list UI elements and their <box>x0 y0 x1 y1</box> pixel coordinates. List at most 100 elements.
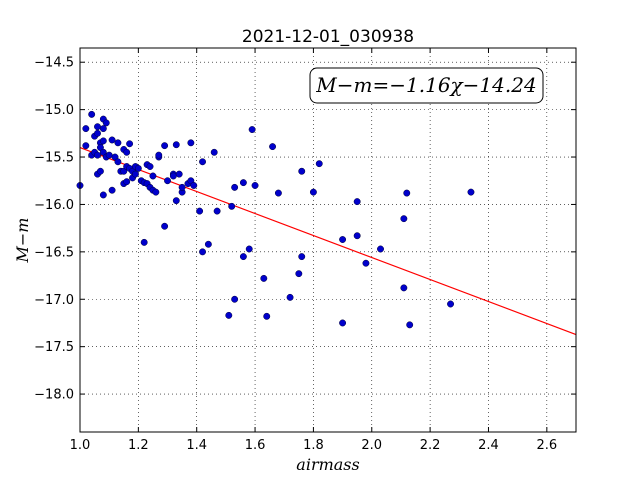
fit-equation-text: M−m=−1.16χ−14.24 <box>315 73 536 97</box>
data-point <box>152 188 160 196</box>
x-tick-label: 1.2 <box>128 438 149 453</box>
data-point <box>400 284 408 292</box>
y-tick-label: −16.5 <box>34 245 74 260</box>
y-tick-label: −15.0 <box>34 103 74 118</box>
data-point <box>447 300 454 308</box>
data-point <box>339 236 347 243</box>
x-tick-label: 2.0 <box>361 438 382 453</box>
data-point <box>88 110 96 118</box>
x-tick-label: 2.6 <box>536 438 557 453</box>
data-point <box>108 136 116 144</box>
data-point <box>123 178 131 186</box>
data-point <box>190 182 198 189</box>
data-point <box>99 125 107 133</box>
data-point <box>298 253 306 261</box>
data-point <box>94 151 101 159</box>
x-tick-label: 2.4 <box>478 438 499 453</box>
data-point <box>467 188 475 196</box>
equation-legend: M−m=−1.16χ−14.24 <box>309 67 544 104</box>
data-point <box>114 158 122 166</box>
x-tick-label: 1.6 <box>245 438 266 453</box>
data-point <box>108 186 116 194</box>
data-point <box>286 293 294 301</box>
x-tick-label: 1.4 <box>186 438 207 453</box>
data-point <box>274 189 282 197</box>
fit-line-group <box>79 146 577 336</box>
y-tick-labels: −14.5 −15.0 −15.5 −16.0 −16.5 −17.0 −17.5 −18.0 <box>34 56 74 403</box>
data-point <box>94 123 101 131</box>
plot-area <box>80 48 576 432</box>
data-point <box>309 188 317 196</box>
data-point <box>96 167 104 175</box>
plot-frame <box>79 47 577 433</box>
x-tick-label: 2.2 <box>420 438 441 453</box>
data-point <box>210 148 218 156</box>
data-point <box>315 160 323 168</box>
x-axis-label: airmass <box>296 455 359 474</box>
data-point <box>164 177 171 185</box>
data-point <box>251 182 259 189</box>
data-point <box>169 172 177 180</box>
data-point <box>269 143 277 151</box>
data-point <box>231 183 239 191</box>
data-point <box>114 139 122 147</box>
data-point <box>149 172 157 180</box>
data-point <box>99 191 107 199</box>
data-point <box>175 170 183 178</box>
x-tick-labels: 1.0 1.2 1.4 1.6 1.8 2.0 2.2 2.4 2.6 <box>70 438 558 453</box>
data-point <box>161 142 169 150</box>
fit-line <box>79 146 577 336</box>
data-point <box>172 197 180 205</box>
data-point <box>82 125 90 133</box>
axis-ticks <box>79 48 576 432</box>
x-tick-label: 1.0 <box>70 438 91 453</box>
data-point <box>339 319 347 327</box>
data-point <box>213 207 221 215</box>
data-point <box>105 151 113 159</box>
data-point <box>199 158 206 166</box>
data-point <box>403 189 411 197</box>
y-tick-label: −14.5 <box>34 56 74 71</box>
chart-title: 2021-12-01_030938 <box>242 27 414 47</box>
data-point <box>245 245 253 253</box>
data-point <box>199 248 206 256</box>
equation-legend-box <box>309 67 544 104</box>
x-tick-label: 1.8 <box>303 438 324 453</box>
data-point <box>99 137 107 145</box>
data-point <box>140 238 148 246</box>
data-point <box>248 126 256 133</box>
data-point <box>94 129 101 137</box>
data-point <box>353 232 361 240</box>
data-point <box>204 240 212 248</box>
data-point <box>155 151 163 159</box>
data-point <box>102 119 110 127</box>
data-point <box>196 207 204 215</box>
data-point <box>123 148 131 156</box>
data-point <box>146 163 154 170</box>
y-axis-label: M−m <box>13 218 32 264</box>
data-point <box>377 245 384 253</box>
data-point <box>298 167 306 175</box>
data-point <box>239 179 247 187</box>
data-point <box>260 274 268 282</box>
data-point <box>263 312 271 320</box>
data-point <box>172 141 180 149</box>
data-point <box>400 215 408 223</box>
y-tick-label: −17.0 <box>34 293 74 308</box>
y-tick-label: −18.0 <box>34 388 74 403</box>
data-point <box>134 164 142 172</box>
data-point <box>239 253 247 261</box>
y-tick-label: −15.5 <box>34 151 74 166</box>
data-point <box>82 142 90 150</box>
data-point <box>161 222 169 230</box>
data-point <box>362 259 370 267</box>
data-point <box>131 170 139 178</box>
data-point <box>225 311 233 319</box>
data-point <box>126 140 134 148</box>
data-point <box>178 183 186 191</box>
y-tick-label: −16.0 <box>34 198 74 213</box>
data-point <box>187 139 195 147</box>
data-points <box>76 110 475 329</box>
data-point <box>228 202 236 210</box>
